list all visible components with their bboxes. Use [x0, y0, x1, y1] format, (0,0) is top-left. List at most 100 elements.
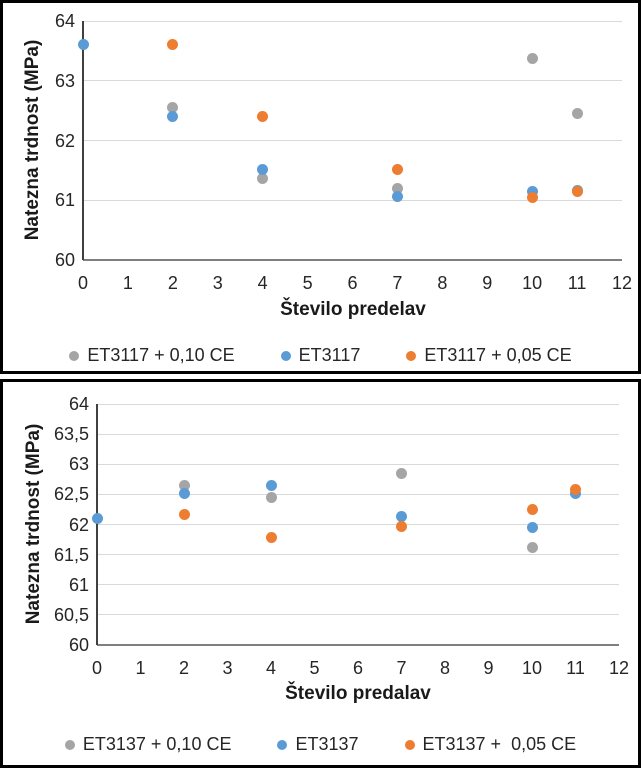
x-tick-label: 0: [91, 658, 102, 678]
legend-item: ET3117 + 0,10 CE: [69, 345, 235, 366]
x-tick-label: 8: [439, 658, 450, 678]
data-point: [570, 484, 581, 496]
legend-label: ET3137 + 0,10 CE: [82, 734, 232, 754]
data-point: [257, 163, 269, 175]
y-tick-label: 63,5: [53, 424, 89, 445]
x-tick-label: 12: [608, 658, 630, 678]
legend-item: ET3117 + 0,05 CE: [406, 345, 572, 366]
x-tick-label: 3: [212, 273, 223, 293]
legend-swatch-icon: [277, 739, 288, 750]
x-tick-label: 5: [302, 273, 313, 293]
data-point: [167, 39, 179, 51]
x-tick-label: 9: [482, 273, 493, 293]
gridline: [97, 433, 619, 435]
x-tick-label: 3: [222, 658, 233, 678]
data-point: [571, 108, 583, 120]
legend-item: ET3117: [280, 345, 361, 366]
y-tick-label: 62: [68, 514, 89, 535]
data-point: [178, 509, 190, 521]
gridline: [83, 80, 622, 82]
gridline: [97, 493, 619, 495]
x-tick-label: 9: [483, 658, 494, 678]
legend-label: ET3117 + 0,10 CE: [87, 345, 235, 365]
legend-swatch-icon: [64, 739, 75, 750]
x-tick-label: 6: [352, 658, 363, 678]
y-tick-label: 60: [68, 635, 89, 655]
gridline: [97, 463, 619, 465]
data-point: [178, 487, 190, 499]
gridline: [83, 199, 622, 201]
legend-swatch-icon: [69, 350, 80, 361]
x-axis-line: [83, 259, 622, 261]
x-tick-label: 11: [567, 273, 587, 293]
x-tick-label: 2: [167, 273, 178, 293]
gridline: [97, 584, 619, 586]
x-tick-label: 10: [522, 273, 543, 293]
data-point: [167, 102, 179, 114]
legend-label: ET3117: [298, 345, 361, 365]
x-axis-title: Število predalav: [285, 683, 431, 704]
x-tick-label: 4: [265, 658, 276, 678]
data-point: [526, 53, 538, 65]
x-tick-label: 2: [178, 658, 189, 678]
chart-panel-top: Natezna trdnost (MPa) Število predelav E…: [0, 0, 641, 374]
x-tick-label: 12: [611, 273, 633, 293]
y-tick-label: 64: [54, 11, 75, 31]
data-point: [571, 185, 583, 197]
legend-item: ET3137: [277, 734, 359, 755]
x-tick-label: 8: [437, 273, 448, 293]
y-tick-label: 62: [54, 130, 75, 151]
data-point: [391, 182, 403, 194]
x-tick-label: 7: [396, 658, 407, 678]
y-tick-label: 64: [68, 394, 89, 414]
data-point: [178, 479, 190, 491]
x-axis-title: Število predelav: [280, 299, 426, 320]
x-tick-label: 4: [257, 273, 268, 293]
legend-label: ET3137: [295, 734, 359, 754]
gridline: [97, 614, 619, 616]
gridline: [97, 554, 619, 556]
legend: ET3137 + 0,10 CE ET3137 ET3137 + 0,05 CE: [3, 734, 638, 755]
data-point: [257, 172, 269, 184]
data-point: [265, 532, 277, 544]
data-point: [265, 479, 277, 491]
x-tick-label: 1: [122, 273, 133, 293]
x-tick-label: 11: [566, 658, 585, 678]
gridline: [97, 403, 619, 405]
x-tick-label: 6: [347, 273, 358, 293]
data-point: [396, 511, 407, 523]
x-tick-label: 10: [521, 658, 543, 678]
data-point: [77, 39, 89, 51]
legend-swatch-icon: [406, 350, 417, 361]
data-point: [91, 512, 103, 524]
y-tick-label: 61: [54, 190, 75, 211]
x-tick-label: 7: [392, 273, 403, 293]
gridline: [83, 140, 622, 141]
data-point: [167, 111, 179, 123]
data-point: [526, 503, 538, 515]
data-point: [526, 191, 538, 203]
data-point: [391, 163, 403, 175]
data-point: [526, 522, 538, 533]
y-tick-label: 61: [68, 574, 89, 595]
y-axis-line: [96, 404, 98, 645]
data-point: [526, 185, 538, 197]
x-axis-line: [97, 644, 619, 646]
legend-item: ET3137 + 0,10 CE: [64, 734, 232, 755]
data-point: [396, 467, 407, 479]
legend-label: ET3117 + 0,05 CE: [424, 345, 572, 365]
data-point: [526, 542, 538, 554]
chart-panel-bottom: Natezna trdnost (MPa) Število predalav E…: [0, 379, 641, 768]
y-tick-label: 63: [54, 70, 75, 91]
x-tick-label: 1: [135, 658, 146, 678]
y-tick-label: 62,5: [53, 484, 89, 505]
y-axis-line: [82, 21, 84, 260]
y-tick-label: 61,5: [53, 544, 89, 565]
data-point: [257, 111, 269, 123]
data-point: [391, 191, 403, 203]
y-tick-label: 60,5: [53, 604, 89, 625]
gridline: [97, 524, 619, 525]
legend-label: ET3137 + 0,05 CE: [422, 734, 577, 754]
legend-swatch-icon: [404, 739, 415, 750]
legend: ET3117 + 0,10 CE ET3117 ET3117 + 0,05 CE: [3, 345, 638, 366]
